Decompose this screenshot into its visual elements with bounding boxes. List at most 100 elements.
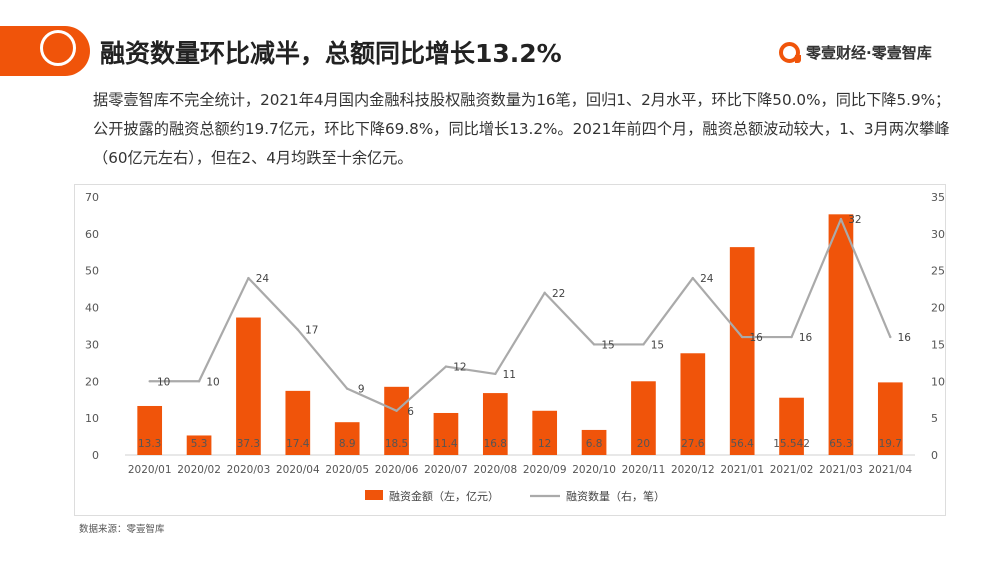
line-point — [296, 328, 300, 331]
title-circle-icon — [40, 30, 76, 66]
brand: 零壹财经·零壹智库 — [779, 40, 932, 64]
y-left-tick-label: 10 — [85, 412, 99, 425]
x-tick-label: 2021/01 — [720, 464, 764, 476]
line-value-label: 32 — [848, 214, 861, 226]
line-point — [889, 335, 892, 339]
x-tick-label: 2020/06 — [375, 464, 419, 476]
bar-value-label: 17.4 — [286, 438, 310, 450]
bar — [334, 422, 360, 455]
summary-paragraph: 据零壹智库不完全统计，2021年4月国内金融科技股权融资数量为16笔，回归1、2… — [93, 91, 951, 167]
x-tick-label: 2020/10 — [572, 464, 616, 476]
bar-value-label: 5.3 — [191, 438, 208, 450]
line-value-label: 24 — [256, 273, 270, 285]
y-left-tick-label: 20 — [85, 375, 99, 388]
line-value-label: 24 — [700, 273, 714, 285]
line-point — [740, 335, 744, 339]
bar-value-label: 8.9 — [339, 438, 356, 450]
bar — [631, 381, 656, 455]
y-left-tick-label: 60 — [85, 228, 99, 241]
bar-value-label: 19.7 — [879, 438, 902, 450]
bar-value-label: 18.5 — [385, 438, 408, 450]
line-point — [839, 217, 843, 221]
bar — [236, 317, 261, 455]
line-value-label: 12 — [453, 362, 466, 374]
line-point — [148, 380, 151, 383]
line-value-label: 16 — [898, 332, 912, 344]
line-value-label: 15 — [601, 339, 614, 351]
combo-chart: 0 10 20 30 40 50 60 70 0 5 10 15 20 25 30 35 13.3 5.3 37.3… — [85, 191, 945, 503]
line-point — [592, 343, 596, 346]
x-tick-label: 2020/08 — [474, 464, 518, 476]
line-point — [247, 276, 250, 280]
bar — [532, 410, 558, 455]
y-left-tick-label: 50 — [85, 265, 99, 278]
x-tick-label: 2020/11 — [622, 464, 666, 476]
y-left-tick-label: 0 — [92, 449, 99, 462]
x-tick-label: 2020/05 — [325, 464, 369, 476]
brand-logo-icon — [779, 41, 801, 63]
bar-value-label: 16.8 — [484, 438, 507, 450]
x-tick-label: 2021/03 — [819, 464, 863, 476]
bar-value-label: 56.4 — [730, 438, 754, 450]
x-tick-label: 2020/02 — [177, 464, 221, 476]
x-tick-label: 2020/07 — [424, 464, 468, 476]
bar — [828, 214, 854, 455]
line-value-label: 16 — [799, 332, 813, 344]
bar — [285, 390, 311, 455]
legend-line-label: 融资数量（右，笔） — [566, 489, 665, 503]
title-accent-bar — [0, 26, 90, 76]
x-tick-label: 2020/09 — [523, 464, 567, 476]
bar-value-label: 12 — [538, 438, 551, 450]
line-value-label: 11 — [503, 369, 516, 381]
line-value-label: 9 — [358, 384, 365, 396]
line-value-label: 10 — [157, 376, 170, 388]
bar — [384, 386, 409, 455]
page-title: 融资数量环比减半，总额同比增长13.2% — [100, 39, 562, 68]
y-right-tick-label: 0 — [931, 449, 938, 462]
bar — [680, 353, 706, 455]
y-left-tick-label: 40 — [85, 302, 99, 315]
line-point — [642, 343, 645, 346]
line-point — [395, 409, 398, 412]
bar — [137, 405, 163, 455]
y-right-tick-label: 20 — [931, 302, 945, 315]
bar — [482, 393, 508, 455]
legend-bar-label: 融资金额（左，亿元） — [389, 489, 499, 503]
bar-value-label: 27.6 — [681, 438, 705, 450]
y-right-tick-label: 5 — [931, 412, 938, 425]
line-point — [543, 291, 546, 295]
bar — [186, 435, 212, 455]
line-series — [149, 218, 892, 412]
y-right-tick-label: 35 — [931, 191, 945, 204]
bar — [779, 397, 804, 455]
x-tick-label: 2020/01 — [128, 464, 172, 476]
bar — [433, 412, 459, 455]
brand-name: 零壹财经·零壹智库 — [806, 43, 932, 62]
line-value-label: 22 — [552, 288, 565, 300]
bar — [877, 382, 903, 455]
bar-value-label: 20 — [637, 438, 650, 450]
y-right-tick-label: 30 — [931, 228, 945, 241]
line-point — [790, 335, 793, 339]
line-point — [444, 365, 448, 368]
bar-value-label: 65.3 — [829, 438, 852, 450]
x-tick-label: 2020/12 — [671, 464, 715, 476]
bar — [729, 247, 755, 455]
x-tick-label: 2020/04 — [276, 464, 320, 476]
bar-value-label: 15.542 — [773, 438, 810, 450]
line-point — [691, 276, 695, 280]
line-value-label: 10 — [206, 376, 219, 388]
data-source: 数据来源：零壹智库 — [79, 524, 165, 535]
bar-value-label: 37.3 — [237, 438, 260, 450]
y-right-tick-label: 25 — [931, 265, 945, 278]
line-point — [197, 380, 201, 383]
line-value-label: 15 — [651, 339, 664, 351]
y-left-tick-label: 70 — [85, 191, 99, 204]
y-right-tick-label: 10 — [931, 375, 945, 388]
line-point — [494, 372, 497, 376]
line-point — [345, 387, 349, 390]
bar-value-label: 6.8 — [586, 438, 603, 450]
x-tick-label: 2021/02 — [770, 464, 814, 476]
bar — [581, 429, 607, 455]
line-value-label: 17 — [305, 325, 318, 337]
